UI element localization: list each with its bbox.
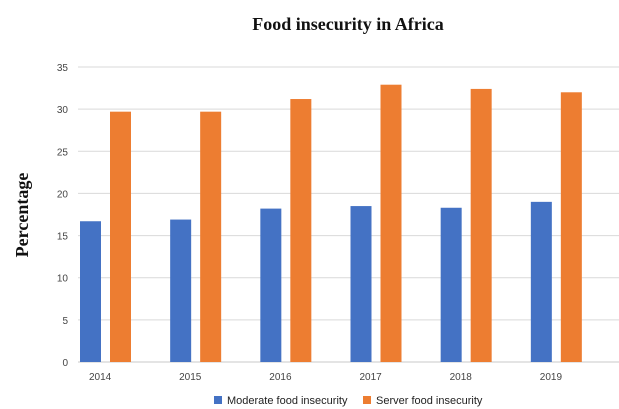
y-tick-label: 0 (62, 358, 68, 369)
legend-label: Server food insecurity (376, 395, 483, 407)
x-tick-label: 2014 (89, 372, 112, 383)
bar-moderate-2014 (80, 221, 101, 362)
bar-moderate-2016 (260, 208, 282, 362)
bar-moderate-2017 (350, 206, 372, 362)
bars (80, 84, 582, 363)
chart-title: Food insecurity in Africa (252, 14, 444, 34)
x-tick-label: 2019 (540, 372, 563, 383)
bar-moderate-2018 (440, 207, 462, 362)
bar-severe-2016 (290, 99, 312, 363)
bar-severe-2017 (380, 84, 402, 362)
bar-severe-2018 (470, 88, 492, 363)
legend-swatch (363, 396, 371, 404)
bar-severe-2014 (110, 111, 131, 363)
y-tick-label: 35 (57, 63, 69, 74)
y-tick-label: 15 (57, 232, 69, 243)
y-tick-label: 10 (57, 274, 69, 285)
legend: Moderate food insecurity Server food inse… (214, 395, 483, 407)
x-tick-label: 2018 (450, 372, 473, 383)
bar-moderate-2019 (530, 201, 552, 362)
x-axis-ticks: 2014 2015 2016 2017 2018 2019 (89, 372, 563, 383)
x-tick-label: 2016 (269, 372, 292, 383)
bar-moderate-2015 (170, 219, 192, 362)
y-axis-label: Percentage (12, 173, 32, 258)
y-axis-ticks: 0 5 10 15 20 25 30 35 (57, 63, 69, 369)
legend-swatch (214, 396, 222, 404)
y-tick-label: 5 (62, 316, 68, 327)
x-tick-label: 2017 (359, 372, 382, 383)
y-tick-label: 30 (57, 105, 69, 116)
bar-severe-2019 (560, 92, 582, 363)
y-tick-label: 25 (57, 147, 69, 158)
bar-severe-2015 (200, 111, 222, 363)
x-tick-label: 2015 (179, 372, 202, 383)
gridlines (78, 66, 619, 363)
y-tick-label: 20 (57, 189, 69, 200)
legend-label: Moderate food insecurity (227, 395, 348, 407)
